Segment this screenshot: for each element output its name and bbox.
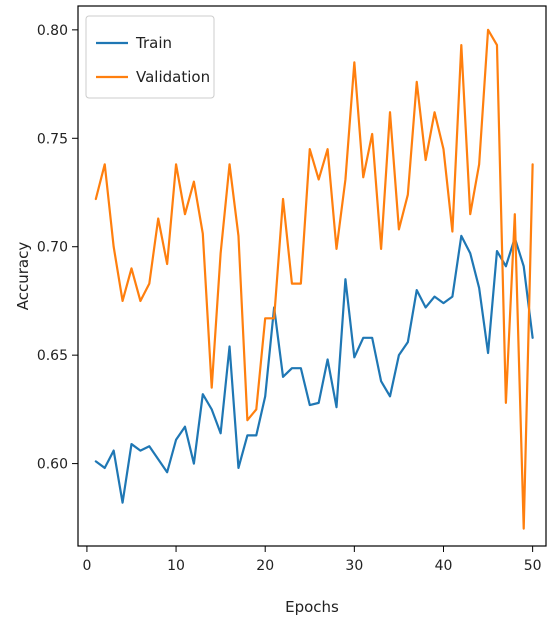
series-line-train — [94, 234, 534, 504]
x-tick-label: 50 — [524, 558, 542, 574]
plot-layer — [94, 28, 534, 530]
x-tick-label: 40 — [435, 558, 453, 574]
legend-label-train: Train — [135, 34, 172, 52]
y-tick-label: 0.70 — [37, 240, 68, 256]
x-tick-label: 20 — [256, 558, 274, 574]
ticks-layer: 0 10 20 30 40 50 0.60 0.65 0.70 0.75 0.80 — [37, 23, 542, 574]
series-line-validation — [94, 28, 534, 530]
y-tick-label: 0.65 — [37, 348, 68, 364]
x-tick-label: 0 — [82, 558, 91, 574]
y-tick-label: 0.75 — [37, 131, 68, 147]
x-tick-label: 30 — [345, 558, 363, 574]
y-axis-label: Accuracy — [14, 242, 32, 311]
x-axis-label: Epochs — [285, 598, 339, 616]
y-tick-label: 0.80 — [37, 23, 68, 39]
y-tick-label: 0.60 — [37, 457, 68, 473]
legend: Train Validation — [85, 15, 215, 99]
plot-frame — [77, 5, 547, 547]
legend-label-validation: Validation — [136, 68, 210, 86]
x-tick-label: 10 — [167, 558, 185, 574]
